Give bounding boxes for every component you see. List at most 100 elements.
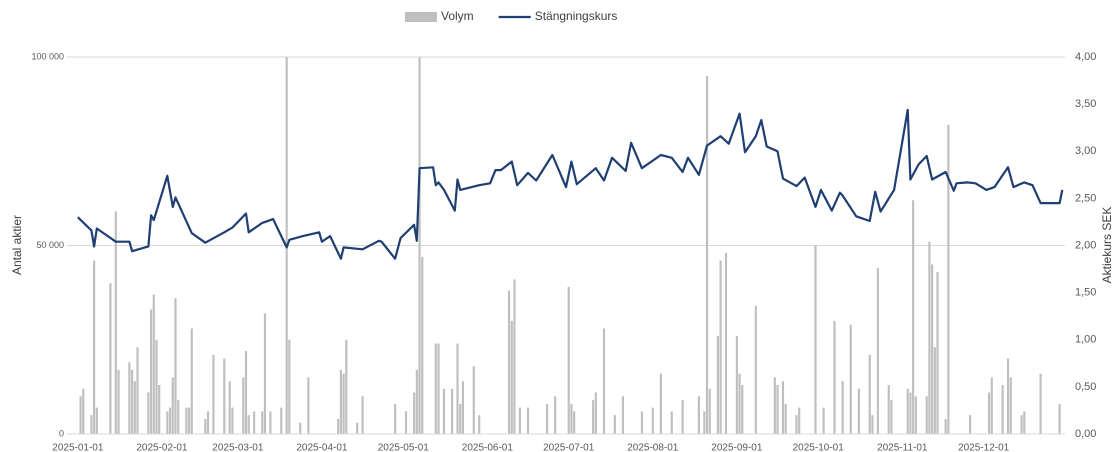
volume-bar: [177, 400, 180, 434]
volume-bar: [1058, 403, 1061, 434]
volume-bar: [871, 415, 874, 434]
volume-bar: [781, 381, 785, 434]
volume-bar: [149, 309, 153, 434]
volume-bar: [670, 411, 673, 434]
volume-bar: [705, 75, 709, 434]
volume-bar: [936, 271, 939, 434]
volume-bar: [136, 347, 139, 434]
volume-bar: [719, 260, 722, 434]
volume-bar: [280, 407, 283, 434]
volume-bar: [890, 400, 893, 434]
volume-bar: [451, 388, 454, 434]
volume-bar: [968, 415, 972, 434]
price-line: [77, 108, 1064, 260]
volume-bar: [773, 377, 776, 434]
volume-bar: [117, 369, 120, 434]
volume-bar: [640, 411, 644, 434]
volume-bar: [394, 403, 397, 434]
y-tick-label: 100 000: [31, 51, 64, 61]
volume-bar: [613, 415, 616, 434]
volume-bar: [456, 343, 459, 434]
volume-bar: [931, 264, 934, 434]
y2-tick-label: 3,50: [1075, 98, 1096, 110]
volume-bar: [914, 396, 917, 434]
y-axis-title: Antal aktier: [10, 215, 24, 275]
volume-bar: [361, 396, 364, 434]
volume-bar: [887, 384, 890, 434]
volume-bar: [339, 369, 342, 434]
volume-bar: [472, 366, 475, 434]
volume-bar: [404, 411, 408, 434]
y-tick-label: 50 000: [36, 240, 64, 250]
volume-bar: [592, 400, 595, 434]
legend-label: Volym: [441, 9, 474, 23]
volume-bar: [741, 384, 744, 434]
volume-bar: [79, 396, 82, 434]
volume-bar: [228, 381, 231, 434]
volume-bar: [152, 294, 155, 434]
x-tick-label: 2025-02-01: [136, 443, 188, 452]
y2-tick-label: 2,00: [1075, 239, 1096, 251]
x-tick-label: 2025-12-01: [958, 443, 1010, 452]
volume-bar: [602, 328, 606, 434]
y2-tick-label: 1,50: [1075, 287, 1096, 299]
x-tick-label: 2025-08-01: [627, 443, 679, 452]
volume-bar: [841, 381, 844, 434]
volume-bar: [507, 290, 511, 434]
volume-bar: [478, 415, 481, 434]
volume-bar: [868, 354, 871, 434]
volume-bar: [133, 381, 136, 434]
y2-tick-label: 3,00: [1075, 145, 1096, 157]
x-tick-label: 2025-06-01: [462, 443, 514, 452]
volume-bar: [554, 396, 557, 434]
volume-bar: [461, 381, 465, 434]
volume-bar: [459, 403, 462, 434]
volume-bar: [944, 418, 947, 434]
volume-bar: [833, 320, 836, 434]
volume-bar: [876, 268, 879, 434]
volume-bar: [90, 415, 93, 434]
volume-bar: [526, 407, 530, 434]
volume-bar: [912, 200, 915, 434]
x-tick-label: 2025-07-01: [543, 443, 595, 452]
volume-bar: [131, 369, 134, 434]
y2-tick-label: 2,50: [1075, 192, 1096, 204]
volume-bar: [171, 377, 174, 434]
volume-bar: [415, 369, 418, 434]
x-tick-label: 2025-03-01: [212, 443, 264, 452]
volume-bar: [356, 422, 359, 434]
volume-bar: [1009, 377, 1012, 434]
volume-bar: [724, 253, 728, 434]
volume-bar: [659, 373, 663, 434]
volume-bar: [247, 415, 250, 434]
volume-bar: [307, 377, 310, 434]
volume-bar: [299, 422, 302, 434]
volume-bar: [212, 354, 215, 434]
volume-bar: [909, 392, 912, 434]
volume-bar: [204, 418, 207, 434]
volume-bar: [570, 403, 573, 434]
volume-bar: [337, 418, 340, 434]
volume-bar: [594, 392, 597, 434]
x-tick-label: 2025-01-01: [52, 443, 104, 452]
y2-axis-title: Aktiekurs SEK: [1100, 207, 1114, 284]
volume-bar: [510, 320, 513, 434]
volume-bar: [947, 124, 950, 435]
legend-label: Stängningskurs: [535, 9, 618, 23]
y2-tick-label: 0,00: [1075, 428, 1096, 440]
volume-bar: [185, 407, 188, 434]
legend-swatch: [405, 12, 437, 22]
volume-bar: [93, 260, 96, 434]
volume-bar: [545, 403, 549, 434]
volume-bar: [345, 339, 348, 434]
volume-bar: [442, 388, 446, 434]
volume-bar: [261, 411, 264, 434]
volume-bar: [342, 373, 345, 434]
volume-bar: [95, 407, 98, 434]
volume-bar: [1020, 415, 1023, 434]
y2-tick-label: 0,50: [1075, 381, 1096, 393]
volume-bar: [109, 283, 112, 434]
volume-bar: [253, 411, 256, 434]
volume-bar: [1039, 373, 1042, 434]
